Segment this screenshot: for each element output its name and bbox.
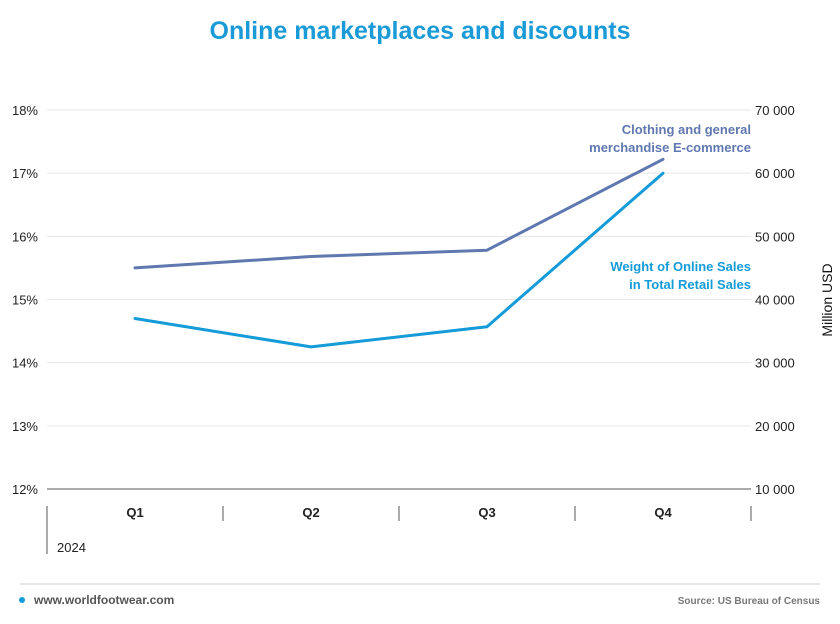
right-tick-label: 30 000: [755, 356, 795, 371]
right-tick-label: 70 000: [755, 103, 795, 118]
left-tick-label: 17%: [12, 166, 38, 181]
left-tick-label: 18%: [12, 103, 38, 118]
x-axis: Q1 Q2 Q3 Q4: [46, 488, 752, 554]
series-line: [133, 171, 665, 349]
left-tick-label: 15%: [12, 293, 38, 308]
grid-lines: [47, 109, 751, 427]
series-label: Clothing and general: [622, 122, 751, 137]
right-axis-ticks: 10 000 20 000 30 000 40 000 50 000 60 000 70 0…: [755, 103, 795, 497]
year-label: 2024: [57, 540, 86, 555]
left-tick-label: 16%: [12, 229, 38, 244]
left-tick-label: 13%: [12, 419, 38, 434]
right-tick-label: 50 000: [755, 229, 795, 244]
chart-title: Online marketplaces and discounts: [210, 17, 631, 45]
category-label: Q3: [478, 505, 495, 520]
left-axis-ticks: 12% 13% 14% 15% 16% 17% 18%: [12, 103, 38, 497]
series-line: [133, 157, 665, 270]
series-label: Weight of Online Sales: [610, 259, 751, 274]
category-label: Q4: [654, 505, 672, 520]
series-label: in Total Retail Sales: [629, 277, 751, 292]
right-tick-label: 60 000: [755, 166, 795, 181]
right-tick-label: 20 000: [755, 419, 795, 434]
footer-source: Source: US Bureau of Census: [678, 596, 821, 607]
right-axis-label: Million USD: [819, 263, 835, 336]
series-label: merchandise E-commerce: [589, 140, 751, 155]
right-tick-label: 40 000: [755, 293, 795, 308]
category-label: Q1: [126, 505, 143, 520]
series-labels: Clothing and general merchandise E-commer…: [589, 122, 751, 292]
right-tick-label: 10 000: [755, 482, 795, 497]
category-label: Q2: [302, 505, 319, 520]
footer-website: www.worldfootwear.com: [33, 593, 174, 607]
left-tick-label: 14%: [12, 356, 38, 371]
series-lines: [133, 157, 665, 349]
footer-dot-icon: [19, 597, 25, 603]
left-tick-label: 12%: [12, 482, 38, 497]
